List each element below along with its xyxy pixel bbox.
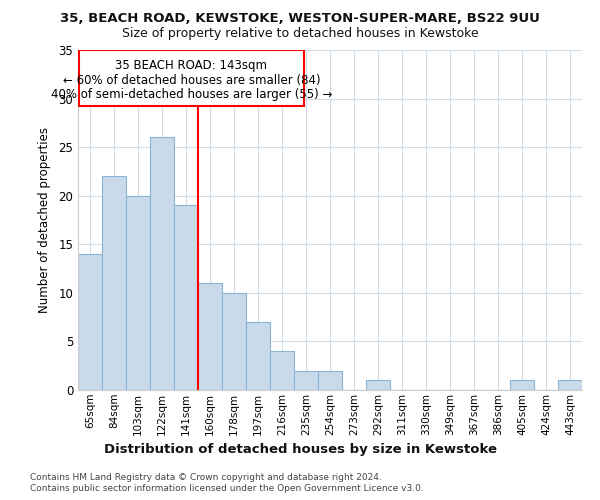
Bar [558, 380, 582, 390]
Bar [222, 293, 246, 390]
Bar [79, 50, 304, 106]
Bar [78, 254, 102, 390]
Bar [270, 351, 294, 390]
Text: Size of property relative to detached houses in Kewstoke: Size of property relative to detached ho… [122, 28, 478, 40]
Text: 35 BEACH ROAD: 143sqm: 35 BEACH ROAD: 143sqm [115, 59, 268, 72]
Bar [318, 370, 342, 390]
Text: Distribution of detached houses by size in Kewstoke: Distribution of detached houses by size … [104, 442, 497, 456]
Bar [102, 176, 126, 390]
Y-axis label: Number of detached properties: Number of detached properties [38, 127, 52, 313]
Bar [246, 322, 270, 390]
Bar [294, 370, 318, 390]
Text: Contains HM Land Registry data © Crown copyright and database right 2024.: Contains HM Land Registry data © Crown c… [30, 472, 382, 482]
Bar [366, 380, 390, 390]
Bar [126, 196, 150, 390]
Bar [150, 138, 174, 390]
Text: 35, BEACH ROAD, KEWSTOKE, WESTON-SUPER-MARE, BS22 9UU: 35, BEACH ROAD, KEWSTOKE, WESTON-SUPER-M… [60, 12, 540, 26]
Text: Contains public sector information licensed under the Open Government Licence v3: Contains public sector information licen… [30, 484, 424, 493]
Text: 40% of semi-detached houses are larger (55) →: 40% of semi-detached houses are larger (… [51, 88, 332, 101]
Text: ← 60% of detached houses are smaller (84): ← 60% of detached houses are smaller (84… [62, 74, 320, 86]
Bar [198, 283, 222, 390]
Bar [510, 380, 534, 390]
Bar [174, 206, 198, 390]
